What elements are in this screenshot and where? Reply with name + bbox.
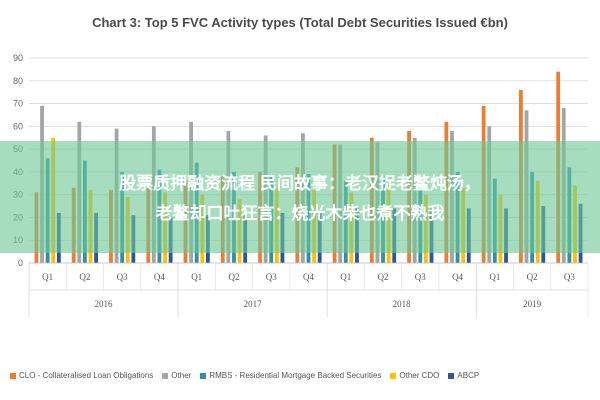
y-tick-label: 0	[18, 258, 23, 268]
legend-item: Other CDO	[390, 371, 439, 380]
x-tick-label: Q3	[117, 272, 128, 282]
x-tick-label: Q3	[415, 272, 426, 282]
x-tick-label: Q3	[266, 272, 277, 282]
legend-item: CLO - Collateralised Loan Obligations	[10, 371, 153, 380]
legend-item: RMBS - Residential Mortgage Backed Secur…	[200, 371, 381, 380]
legend-swatch	[10, 372, 16, 379]
x-tick-label: Q1	[489, 272, 500, 282]
legend-label: Other CDO	[399, 371, 440, 380]
overlay-line-1: 股票质押融资流程 民间故事：老汉捉老鳖炖汤，	[119, 174, 481, 193]
x-tick-label: Q2	[378, 272, 389, 282]
x-tick-label: Q1	[340, 272, 351, 282]
x-year-label: 2018	[393, 299, 412, 309]
x-tick-label: Q3	[564, 272, 575, 282]
legend-swatch	[390, 372, 397, 379]
overlay-text: 股票质押融资流程 民间故事：老汉捉老鳖炖汤， 老鳖却口吐狂言：烧光木柴也煮不熟我	[0, 169, 600, 229]
overlay-line-2: 老鳖却口吐狂言：烧光木柴也煮不熟我	[155, 204, 445, 223]
x-year-label: 2019	[523, 299, 542, 309]
legend-label: ABCP	[457, 371, 480, 380]
x-tick-label: Q2	[527, 272, 538, 282]
legend-label: RMBS - Residential Mortgage Backed Secur…	[209, 371, 382, 380]
legend-swatch	[448, 372, 455, 379]
legend-item: ABCP	[448, 371, 479, 380]
x-tick-label: Q4	[303, 272, 314, 282]
x-tick-label: Q4	[154, 272, 165, 282]
x-year-label: 2017	[244, 299, 263, 309]
y-tick-label: 70	[13, 99, 23, 109]
x-tick-label: Q2	[228, 272, 239, 282]
y-tick-label: 80	[13, 76, 23, 86]
x-tick-label: Q2	[79, 272, 90, 282]
x-tick-label: Q4	[452, 272, 463, 282]
x-tick-label: Q1	[191, 272, 202, 282]
y-tick-label: 90	[13, 53, 23, 63]
x-year-label: 2016	[95, 299, 114, 309]
legend-item: Other	[162, 371, 191, 380]
x-tick-label: Q1	[42, 272, 53, 282]
legend-swatch	[162, 372, 169, 379]
legend-label: CLO - Collateralised Loan Obligations	[19, 371, 154, 380]
chart-legend: CLO - Collateralised Loan Obligations Oth…	[10, 371, 595, 380]
legend-label: Other	[171, 371, 192, 380]
y-tick-label: 60	[13, 121, 23, 131]
legend-swatch	[200, 372, 207, 379]
overlay-banner: 股票质押融资流程 民间故事：老汉捉老鳖炖汤， 老鳖却口吐狂言：烧光木柴也煮不熟我	[0, 141, 600, 253]
chart-title: Chart 3: Top 5 FVC Activity types (Total…	[92, 15, 508, 30]
